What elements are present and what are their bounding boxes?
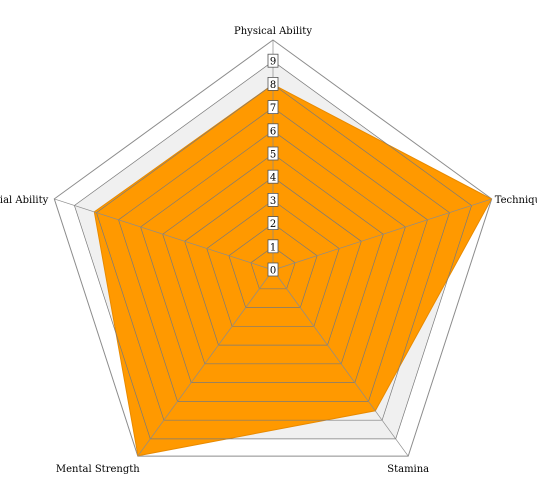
tick-text: 5 xyxy=(270,150,276,161)
tick-box xyxy=(267,53,279,68)
tick-box xyxy=(267,192,279,207)
grid-ring-4 xyxy=(184,176,362,346)
tick-text: 1 xyxy=(270,242,276,253)
grid-ring-1 xyxy=(250,246,296,290)
spoke-2 xyxy=(272,269,409,457)
tick-label-3: 3 xyxy=(267,192,279,207)
grid-ring-3 xyxy=(206,199,340,327)
tick-box xyxy=(267,146,279,161)
tick-text: 2 xyxy=(270,219,276,230)
tick-label-7: 7 xyxy=(267,100,279,114)
category-label-0: Physical Ability xyxy=(234,26,312,37)
grid-ring-5 xyxy=(162,153,384,365)
category-label-4: Special Ability xyxy=(0,195,49,206)
grid-ring-9 xyxy=(73,60,473,440)
tick-text: 6 xyxy=(270,126,276,137)
grid-ring-8 xyxy=(96,83,450,421)
tick-box xyxy=(267,77,279,91)
spoke-3 xyxy=(137,269,274,457)
tick-label-5: 5 xyxy=(267,146,279,161)
tick-label-6: 6 xyxy=(267,123,279,138)
tick-text: 4 xyxy=(270,173,276,184)
tick-box xyxy=(267,216,279,231)
spoke-4 xyxy=(54,198,274,271)
tick-label-0: 0 xyxy=(267,262,279,277)
category-label-2: Stamina xyxy=(387,464,429,475)
tick-text: 3 xyxy=(270,196,276,207)
spoke-1 xyxy=(272,198,492,271)
tick-text: 8 xyxy=(270,80,276,91)
tick-box xyxy=(267,262,279,277)
grid-ring-7 xyxy=(118,107,428,402)
outer-border xyxy=(53,39,493,457)
tick-text: 0 xyxy=(270,266,276,277)
tick-label-9: 9 xyxy=(267,53,279,68)
tick-box xyxy=(267,123,279,138)
grid-ring-2 xyxy=(228,223,318,308)
tick-label-1: 1 xyxy=(267,239,279,254)
tick-text: 9 xyxy=(270,57,276,68)
category-label-3: Mental Strength xyxy=(56,464,140,475)
grid-ring-6 xyxy=(140,130,406,383)
category-labels: Physical Ability Technique Stamina Mental S… xyxy=(0,26,537,475)
category-label-1: Technique xyxy=(495,195,537,206)
tick-label-8: 8 xyxy=(267,77,279,91)
tick-label-2: 2 xyxy=(267,216,279,231)
grid-rings xyxy=(73,60,473,440)
tick-box xyxy=(267,169,279,184)
radial-tick-labels: 0 1 2 3 4 5 6 7 8 9 xyxy=(267,53,279,277)
tick-box xyxy=(267,239,279,254)
tick-box xyxy=(267,100,279,114)
tick-text: 7 xyxy=(270,103,276,114)
tick-label-4: 4 xyxy=(267,169,279,184)
